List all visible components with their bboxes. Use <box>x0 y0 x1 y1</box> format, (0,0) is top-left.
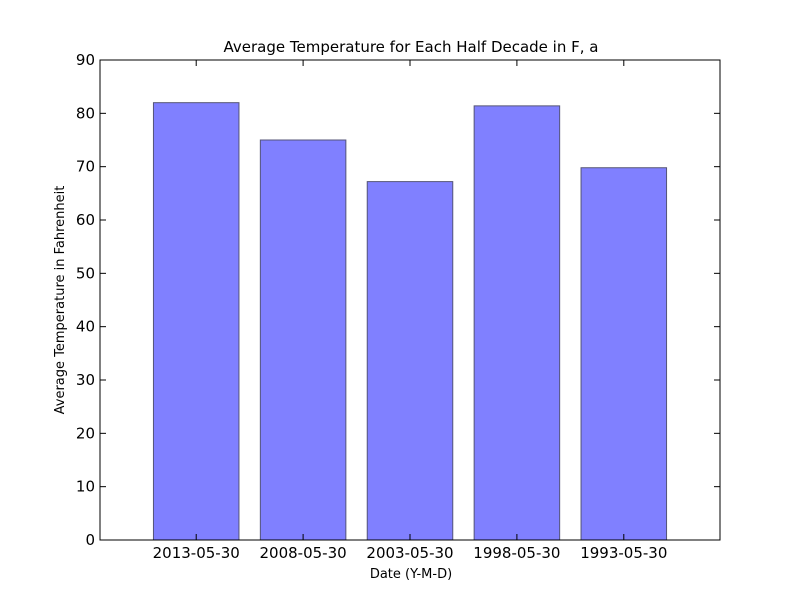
y-tick-label: 90 <box>76 51 95 69</box>
x-tick-label: 2013-05-30 <box>153 544 240 562</box>
y-tick-label: 60 <box>76 211 95 229</box>
y-tick-label: 30 <box>76 371 95 389</box>
y-axis-title: Average Temperature in Fahrenheit <box>53 186 68 415</box>
bar-1998-05-30 <box>473 105 561 541</box>
y-tick-label: 80 <box>76 104 95 122</box>
x-tick-label: 2003-05-30 <box>366 544 453 562</box>
x-tick-label: 2008-05-30 <box>260 544 347 562</box>
x-axis: 2013-05-30 2008-05-30 2003-05-30 1998-05-30… <box>153 60 667 562</box>
y-tick-label: 10 <box>76 478 95 496</box>
bar-1993-05-30 <box>580 167 668 541</box>
y-tick-label: 70 <box>76 158 95 176</box>
y-axis: 0 10 20 30 40 50 60 70 80 90 <box>76 51 720 549</box>
y-tick-label: 40 <box>76 318 95 336</box>
x-axis-title: Date (Y-M-D) <box>370 567 452 582</box>
bar-2013-05-30 <box>152 102 240 541</box>
bar-2008-05-30 <box>259 139 347 541</box>
chart-title: Average Temperature for Each Half Decade… <box>224 38 599 56</box>
bars-group <box>152 102 668 541</box>
x-tick-label: 1998-05-30 <box>473 544 560 562</box>
bar-2003-05-30 <box>366 181 454 541</box>
y-tick-label: 20 <box>76 424 95 442</box>
y-tick-label: 0 <box>85 531 95 549</box>
x-tick-label: 1993-05-30 <box>580 544 667 562</box>
y-tick-label: 50 <box>76 264 95 282</box>
